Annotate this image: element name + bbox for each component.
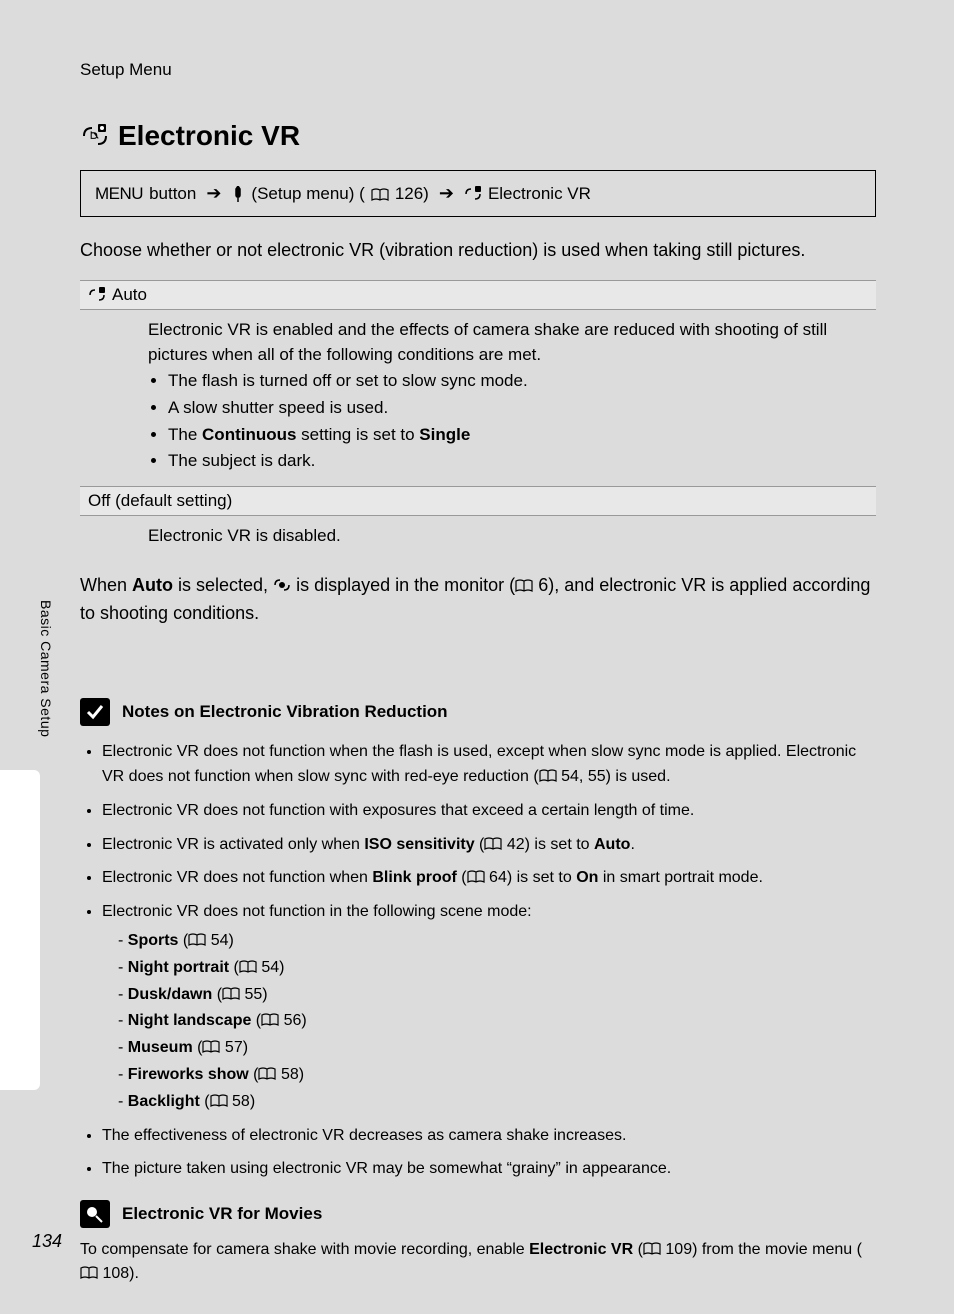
nav-text: button [149,184,196,204]
arrow-icon: ➔ [439,183,454,204]
note-item: Electronic VR is activated only when ISO… [102,833,876,858]
book-icon [515,574,533,588]
movies-heading: Electronic VR for Movies [122,1204,322,1224]
pencil-badge-icon [80,1200,110,1228]
book-icon [258,1065,276,1079]
side-tab [0,770,40,1090]
option-off-desc: Electronic VR is disabled. [148,524,876,549]
auto-cond: The flash is turned off or set to slow s… [168,369,876,394]
page-title-row: Electronic VR [80,120,876,152]
note-item: Electronic VR does not function in the f… [102,900,876,1114]
vr-icon [80,123,110,149]
auto-cond: The subject is dark. [168,449,876,474]
scene-item: Dusk/dawn ( 55) [118,983,876,1008]
scene-item: Night portrait ( 54) [118,956,876,981]
breadcrumb-section: Setup Menu [80,60,876,80]
option-off-header: Off (default setting) [80,486,876,516]
scene-item: Fireworks show ( 58) [118,1063,876,1088]
notes-section: Notes on Electronic Vibration Reduction … [80,698,876,1182]
book-icon [222,985,240,999]
scene-item: Night landscape ( 56) [118,1009,876,1034]
notes-heading: Notes on Electronic Vibration Reduction [122,702,448,722]
menu-label: MENU [95,184,143,204]
vr-monitor-icon [273,574,291,590]
note-item: The picture taken using electronic VR ma… [102,1157,876,1182]
option-auto-body: Electronic VR is enabled and the effects… [80,310,876,486]
note-item: Electronic VR does not function when the… [102,740,876,790]
page-number: 134 [32,1231,62,1252]
arrow-icon: ➔ [206,183,221,204]
page-title: Electronic VR [118,120,300,152]
book-icon [467,868,485,882]
book-icon [80,1264,98,1278]
movies-section: Electronic VR for Movies To compensate f… [80,1200,876,1286]
option-off-label: Off (default setting) [88,491,232,511]
nav-text: (Setup menu) ( [251,184,364,204]
option-auto-desc: Electronic VR is enabled and the effects… [148,318,876,367]
intro-paragraph: Choose whether or not electronic VR (vib… [80,237,876,264]
book-icon [539,767,557,781]
menu-path-box: MENU button ➔ (Setup menu) ( 126) ➔ Elec… [80,170,876,217]
scene-item: Sports ( 54) [118,929,876,954]
movies-body: To compensate for camera shake with movi… [80,1238,876,1286]
book-icon [210,1092,228,1106]
auto-cond: The Continuous setting is set to Single [168,423,876,448]
nav-text: Electronic VR [488,184,591,204]
check-badge-icon [80,698,110,726]
option-auto-header: Auto [80,280,876,310]
vr-icon [464,186,482,202]
book-icon [261,1011,279,1025]
note-item: Electronic VR does not function when Bli… [102,866,876,891]
option-off-body: Electronic VR is disabled. [80,516,876,559]
book-icon [188,931,206,945]
vr-icon [88,287,106,303]
option-auto-label: Auto [112,285,147,305]
book-icon [371,187,389,201]
auto-paragraph: When Auto is selected, is displayed in t… [80,572,876,628]
auto-cond: A slow shutter speed is used. [168,396,876,421]
note-item: Electronic VR does not function with exp… [102,799,876,824]
scene-item: Museum ( 57) [118,1036,876,1061]
scene-item: Backlight ( 58) [118,1090,876,1115]
book-icon [484,835,502,849]
book-icon [239,958,257,972]
side-section-label: Basic Camera Setup [38,600,54,737]
book-icon [643,1240,661,1254]
nav-ref: 126) [395,184,429,204]
note-item: The effectiveness of electronic VR decre… [102,1124,876,1149]
wrench-icon [231,186,245,202]
book-icon [202,1038,220,1052]
